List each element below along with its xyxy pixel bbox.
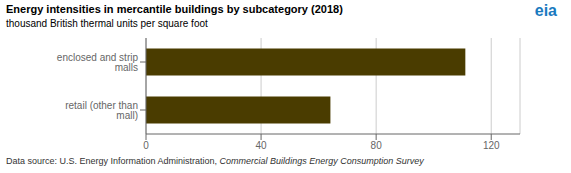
html-text:eia: eia <box>534 2 557 19</box>
html-text:thousand British thermal units: thousand British thermal units per squar… <box>6 18 208 29</box>
svg-text:40: 40 <box>256 140 268 151</box>
html-text:Data source: U.S. Energy Infor: Data source: U.S. Energy Information Adm… <box>6 156 424 166</box>
svg-text:retail (other thanmall): retail (other thanmall) <box>65 100 138 121</box>
svg-text:80: 80 <box>371 140 383 151</box>
svg-text:enclosed and stripmalls: enclosed and stripmalls <box>57 52 139 73</box>
html-text:Energy intensities in mercanti: Energy intensities in mercantile buildin… <box>6 3 343 15</box>
svg-text:120: 120 <box>483 140 500 151</box>
svg-text:0: 0 <box>143 140 149 151</box>
